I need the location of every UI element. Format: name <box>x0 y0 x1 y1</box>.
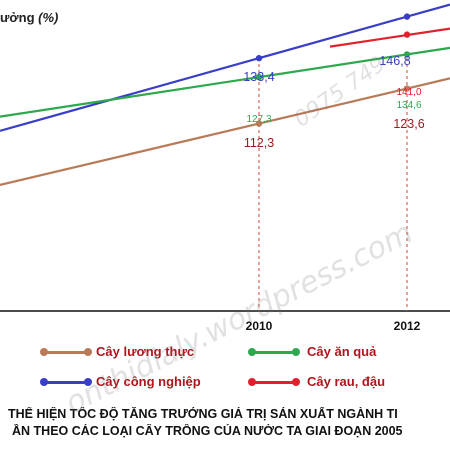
series-line-2 <box>0 46 450 118</box>
chart-caption-line-2: ẦN THEO CÁC LOẠI CÂY TRỒNG CỦA NƯỚC TA G… <box>12 424 403 438</box>
data-label-0-1: 123,6 <box>393 117 424 131</box>
chart-caption-line-1: THỂ HIỆN TỐC ĐỘ TĂNG TRƯỞNG GIÁ TRỊ SẢN … <box>8 407 398 421</box>
data-label-1-0: 133,4 <box>243 70 274 84</box>
legend-item-luong-thuc: Cây lương thực <box>96 344 195 359</box>
y-axis-label: ưởng (%) <box>0 10 59 25</box>
series-line-0 <box>0 77 450 186</box>
series-line-3 <box>329 27 450 48</box>
data-label-3-1: 141,0 <box>396 87 421 98</box>
legend-swatch-luong-thuc <box>40 348 92 356</box>
legend-swatch-cong-nghiep <box>40 378 92 386</box>
data-point-1-0 <box>255 54 263 62</box>
legend-item-cong-nghiep: Cây công nghiệp <box>96 374 201 389</box>
data-label-2-0: 127,3 <box>246 114 271 125</box>
data-point-0-1 <box>403 85 411 92</box>
legend-item-an-qua: Cây ăn quả <box>307 344 377 359</box>
legend-item-rau-dau: Cây rau, đậu <box>307 374 386 389</box>
data-label-1-1: 146,8 <box>379 54 410 68</box>
data-point-0-0 <box>255 120 263 127</box>
x-tick-label-2010: 2010 <box>246 319 273 333</box>
x-tick-label-2012: 2012 <box>394 319 421 333</box>
data-label-2-1: 134,6 <box>396 100 421 111</box>
data-point-3-1 <box>403 31 411 38</box>
data-point-2-1 <box>403 51 411 58</box>
legend-swatch-an-qua <box>248 348 300 356</box>
data-point-2-0 <box>255 73 263 81</box>
series-line-1 <box>0 3 450 132</box>
legend-swatch-rau-dau <box>248 378 300 386</box>
data-label-0-0: 112,3 <box>244 136 274 150</box>
data-point-1-1 <box>403 13 411 20</box>
